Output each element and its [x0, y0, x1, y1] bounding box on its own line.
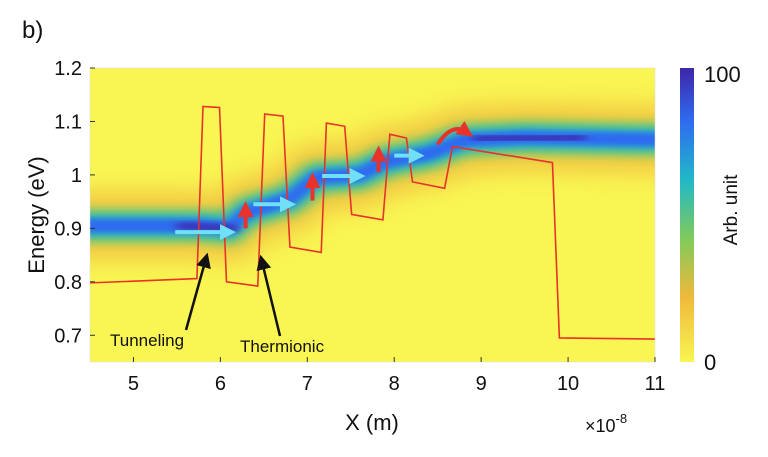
x-tick-label: 11 [645, 373, 666, 395]
annotation-arrow [184, 252, 211, 331]
x-tick-label: 10 [557, 373, 579, 395]
annotation-arrow [256, 254, 282, 337]
y-tick-label: 0.7 [54, 325, 82, 347]
y-tick-label: 1.2 [54, 58, 82, 80]
colorbar-min-label: 0 [704, 350, 716, 375]
plot-area [90, 68, 655, 362]
colorbar-max-label: 100 [704, 62, 741, 87]
annotation-label: Thermionic [240, 337, 325, 356]
colorbar-label: Arb. unit [721, 174, 742, 245]
curved-arrow [436, 121, 474, 146]
y-tick-label: 1 [71, 165, 82, 187]
y-tick-label: 1.1 [54, 111, 82, 133]
y-tick-label: 0.9 [54, 218, 82, 240]
annotation-label: Tunneling [110, 331, 184, 350]
band-profile-line [90, 105, 655, 340]
plot-frame [89, 67, 656, 363]
heatmap-peak [176, 222, 238, 232]
y-axis-label: Energy (eV) [24, 156, 49, 273]
y-tick-label: 0.8 [54, 272, 82, 294]
colorbar [680, 68, 694, 362]
heatmap-peak [472, 134, 586, 142]
x-tick-label: 8 [389, 373, 400, 395]
x-tick-label: 9 [476, 373, 487, 395]
panel-label: b) [22, 17, 43, 44]
x-tick-label: 5 [128, 373, 139, 395]
x-tick-label: 6 [215, 373, 226, 395]
x-tick-label: 7 [302, 373, 313, 395]
x-multiplier: ×10-8 [585, 411, 627, 436]
x-axis-label: X (m) [345, 410, 399, 435]
